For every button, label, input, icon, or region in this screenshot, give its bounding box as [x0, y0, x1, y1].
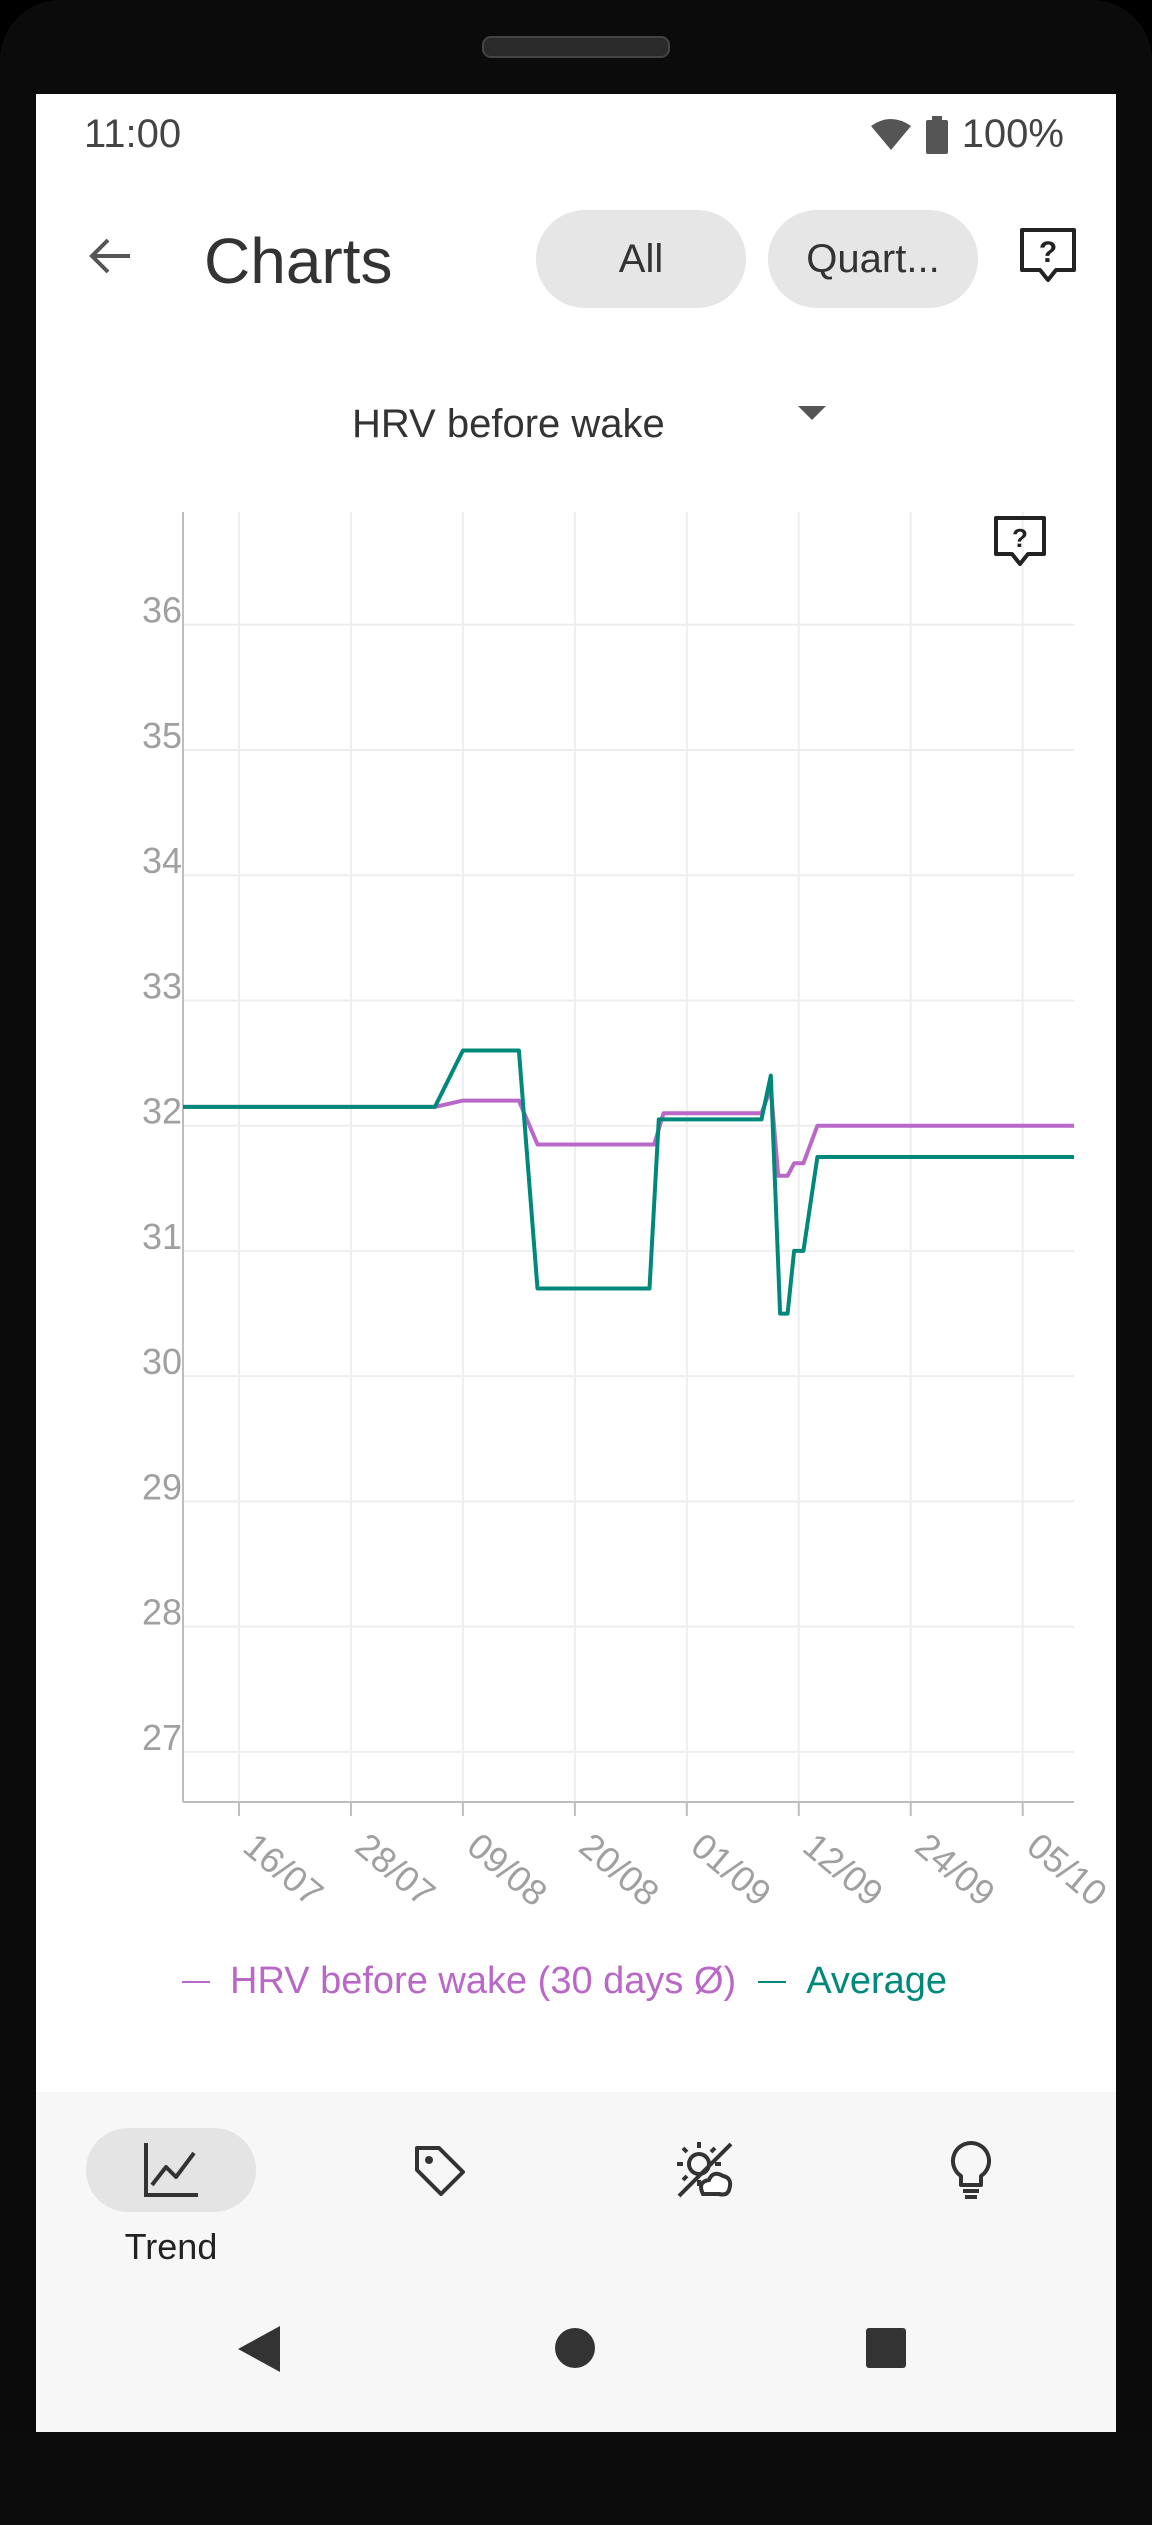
nav-item-weather[interactable]: [620, 2128, 790, 2212]
legend-swatch-average: [758, 1980, 787, 1983]
series-line-average: [183, 1048, 1074, 1316]
nav-item-tags[interactable]: [354, 2128, 524, 2212]
y-tick-label: 29: [142, 1466, 182, 1507]
y-tick-label: 30: [142, 1341, 182, 1382]
nav-pill-tags: [354, 2128, 524, 2212]
svg-text:?: ?: [1039, 236, 1057, 269]
y-tick-label: 27: [142, 1717, 182, 1758]
battery-percent: 100%: [961, 112, 1064, 156]
y-tick-label: 28: [142, 1592, 182, 1633]
y-tick-label: 36: [142, 590, 182, 631]
recents-square-icon[interactable]: [866, 2328, 906, 2368]
status-time: 11:00: [84, 112, 182, 156]
help-bubble-icon[interactable]: ?: [1016, 224, 1080, 288]
svg-text:?: ?: [1012, 523, 1028, 553]
x-tick-label: 28/07: [348, 1825, 443, 1914]
page-title: Charts: [204, 225, 393, 297]
y-tick-label: 35: [142, 715, 182, 756]
x-tick-label: 12/09: [796, 1825, 891, 1914]
metric-dropdown[interactable]: HRV before wake: [352, 384, 872, 464]
back-button[interactable]: [76, 222, 144, 290]
x-tick-label: 20/08: [572, 1825, 667, 1914]
nav-label-trend: Trend: [124, 2226, 218, 2267]
y-tick-label: 31: [142, 1216, 182, 1257]
legend-swatch-hrv: [182, 1980, 210, 1983]
trend-chart-icon: [144, 2143, 198, 2197]
series-line-hrv: [183, 1086, 1074, 1178]
battery-icon: [925, 115, 948, 154]
metric-dropdown-value: HRV before wake: [352, 401, 665, 446]
nav-item-trend[interactable]: Trend: [86, 2128, 256, 2268]
nav-pill-insights: [886, 2128, 1056, 2212]
hrv-line-chart: 16/07 28/07 09/08 20/08 01/09 12/09 24/09 05/10…: [142, 512, 1115, 1914]
wifi-icon: [870, 118, 911, 150]
legend-label-hrv: HRV before wake (30 days Ø): [230, 1960, 737, 2002]
y-tick-label: 32: [142, 1091, 182, 1132]
legend-item-hrv[interactable]: HRV before wake (30 days Ø): [182, 1960, 736, 2003]
chart-help-icon[interactable]: ?: [992, 514, 1048, 570]
x-tick-label: 01/09: [684, 1825, 779, 1914]
x-tick-label: 09/08: [460, 1825, 555, 1914]
bottom-navigation: Trend: [36, 2092, 1116, 2432]
earpiece-speaker: [482, 36, 670, 58]
y-tick-label: 34: [142, 840, 182, 881]
app-screen: 11:00 100% Charts All Quart... ? HRV b: [36, 94, 1116, 2432]
back-triangle-icon[interactable]: [238, 2326, 280, 2372]
status-icons: 100%: [870, 112, 1064, 157]
nav-item-insights[interactable]: [886, 2128, 1056, 2212]
bottom-bezel: [0, 2432, 1152, 2525]
y-tick-label: 33: [142, 965, 182, 1006]
nav-pill-trend: [86, 2128, 256, 2212]
legend-label-average: Average: [806, 1960, 948, 2002]
lightbulb-icon: [950, 2140, 992, 2199]
caret-down-icon: [798, 406, 826, 420]
home-circle-icon[interactable]: [554, 2327, 596, 2369]
x-tick-label: 05/10: [1020, 1825, 1115, 1914]
chart-legend: HRV before wake (30 days Ø) Average: [182, 1960, 969, 2003]
tag-icon: [415, 2146, 465, 2196]
filter-chip-all[interactable]: All: [536, 210, 746, 308]
weather-sun-cloud-icon: [677, 2142, 733, 2198]
filter-chip-quarter[interactable]: Quart...: [768, 210, 978, 308]
legend-item-average[interactable]: Average: [758, 1960, 947, 2003]
x-tick-label: 16/07: [236, 1825, 331, 1914]
nav-pill-weather: [620, 2128, 790, 2212]
x-tick-label: 24/09: [908, 1825, 1003, 1914]
arrow-left-icon: [89, 238, 130, 274]
